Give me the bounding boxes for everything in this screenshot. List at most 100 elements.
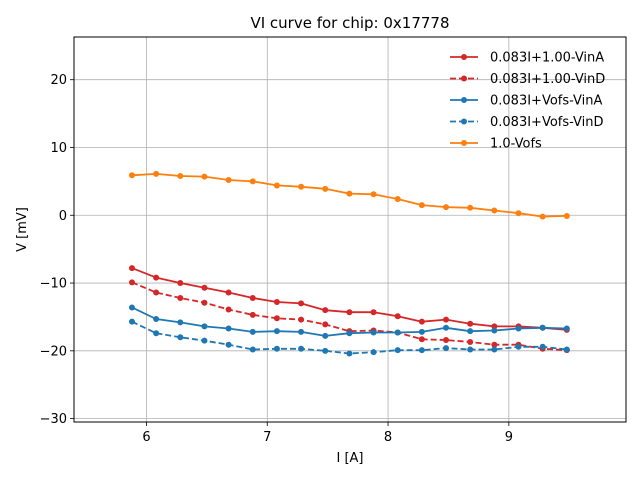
legend-label: 0.083I+Vofs-VinD [490,115,604,130]
data-point [418,347,425,354]
data-point [225,289,232,296]
data-point [443,324,450,331]
data-point [249,311,256,318]
data-point [394,329,401,336]
data-point [177,334,184,341]
data-point [249,328,256,335]
data-point [298,345,305,352]
data-point [467,328,474,335]
legend-item: 0.083I+1.00-VinA [450,51,604,66]
data-point [225,325,232,332]
data-point [273,299,280,306]
data-point [563,325,570,332]
data-point [201,323,208,330]
data-point [443,345,450,352]
data-point [128,318,135,325]
legend-label: 0.083I+1.00-VinA [490,51,604,66]
data-point [322,307,329,314]
series-layer [128,170,570,357]
data-point [491,327,498,334]
legend-marker [461,54,467,60]
data-point [322,185,329,192]
legend-marker [461,97,467,103]
series-3 [128,304,570,339]
series-5 [128,170,570,220]
ticks: 6 7 8 9 −30 −20 −10 0 10 20 [40,73,513,445]
data-point [225,306,232,313]
series-line [131,267,567,331]
series-2 [128,279,570,354]
data-point [563,346,570,353]
data-point [467,204,474,211]
data-point [298,328,305,335]
data-point [467,339,474,346]
data-point [298,316,305,323]
data-point [346,309,353,316]
plot-frame [73,36,627,423]
data-point [515,210,522,217]
data-point [177,172,184,179]
data-point [370,309,377,316]
series-4 [128,318,570,357]
legend-label: 1.0-Vofs [490,137,542,152]
data-point [273,328,280,335]
data-point [467,346,474,353]
data-point [153,315,160,322]
data-point [128,279,135,286]
data-point [153,330,160,337]
data-point [128,304,135,311]
data-point [225,177,232,184]
legend-marker [461,140,467,146]
data-point [370,329,377,336]
y-tick-label: −20 [40,344,67,359]
legend-marker [461,75,467,82]
data-point [128,265,135,272]
data-point [394,195,401,202]
legend-label: 0.083I+1.00-VinD [490,72,605,87]
data-point [177,294,184,301]
data-point [201,284,208,291]
legend-item: 1.0-Vofs [450,137,542,152]
data-point [153,170,160,177]
data-point [322,321,329,328]
data-point [346,330,353,337]
data-point [418,336,425,343]
data-point [153,289,160,296]
data-point [539,324,546,331]
data-point [443,204,450,211]
data-point [539,343,546,350]
data-point [346,190,353,197]
x-tick-label: 8 [384,430,392,445]
legend-item: 0.083I+1.00-VinD [450,72,605,87]
data-point [467,320,474,327]
data-point [418,328,425,335]
data-point [370,349,377,356]
data-point [418,202,425,209]
x-tick-label: 9 [505,430,513,445]
data-point [249,178,256,185]
data-point [273,345,280,352]
data-point [322,347,329,354]
y-tick-label: 0 [59,209,67,224]
data-point [177,319,184,326]
data-point [322,332,329,339]
series-1 [128,265,570,333]
data-point [177,280,184,287]
data-point [128,172,135,179]
data-point [491,207,498,214]
data-point [370,191,377,198]
data-point [491,346,498,353]
legend-item: 0.083I+Vofs-VinD [450,115,604,130]
data-point [491,341,498,348]
data-point [515,325,522,332]
data-point [225,341,232,348]
data-point [394,347,401,354]
data-point [298,300,305,307]
data-point [443,316,450,323]
data-point [394,313,401,320]
legend-label: 0.083I+Vofs-VinA [490,94,603,109]
x-tick-label: 6 [142,430,150,445]
legend-marker [461,118,467,125]
data-point [153,274,160,281]
